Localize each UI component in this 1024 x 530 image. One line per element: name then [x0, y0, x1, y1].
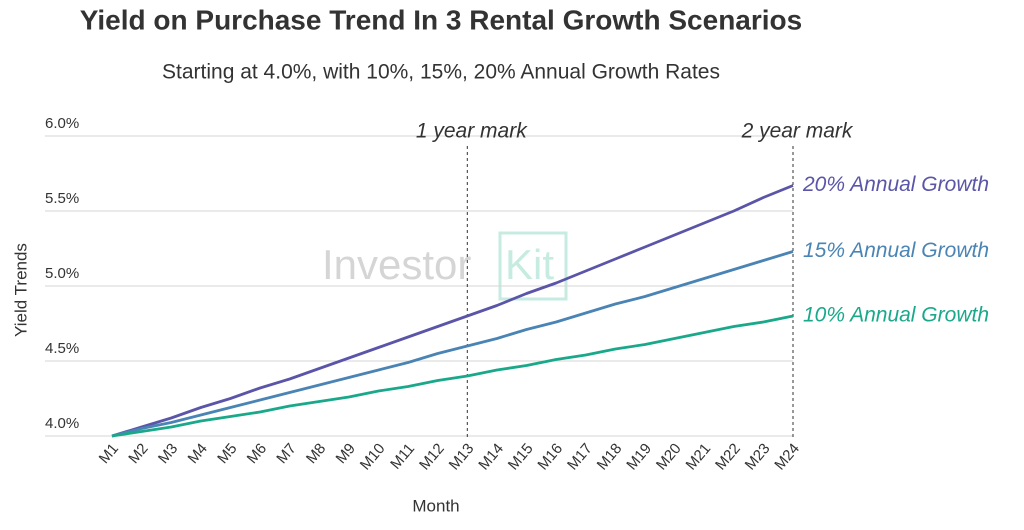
x-tick-label: M16: [534, 440, 566, 473]
series-label: 15% Annual Growth: [803, 239, 989, 262]
y-tick-label: 4.0%: [45, 415, 79, 432]
y-tick-label: 5.5%: [45, 190, 79, 207]
series-label: 10% Annual Growth: [803, 304, 989, 327]
x-tick-label: M19: [623, 440, 655, 473]
series-label: 20% Annual Growth: [802, 173, 989, 196]
x-tick-label: M13: [446, 440, 478, 473]
x-tick-label: M6: [244, 440, 270, 467]
watermark-box: [498, 231, 568, 301]
x-tick-label: M24: [771, 440, 803, 473]
x-tick-label: M15: [505, 440, 537, 473]
x-tick-label: M20: [653, 440, 685, 473]
annotation-text: 2 year mark: [741, 120, 854, 143]
annotation-text: 1 year mark: [416, 120, 528, 143]
series-line: [111, 250, 794, 438]
x-tick-label: M23: [742, 440, 774, 473]
x-tick-label: M14: [475, 440, 507, 473]
watermark-text: Investor: [322, 241, 471, 288]
chart-title: Yield on Purchase Trend In 3 Rental Grow…: [80, 4, 802, 35]
x-tick-label: M4: [185, 440, 211, 467]
x-tick-label: M11: [387, 440, 418, 472]
watermark-text: Kit: [505, 241, 554, 288]
y-tick-label: 5.0%: [45, 265, 79, 282]
x-tick-label: M12: [416, 440, 448, 473]
chart-subtitle: Starting at 4.0%, with 10%, 15%, 20% Ann…: [162, 61, 720, 84]
y-tick-label: 6.0%: [45, 115, 79, 132]
watermark: Investor Kit: [322, 231, 568, 301]
y-tick-label: 4.5%: [45, 340, 79, 357]
x-tick-label: M9: [333, 440, 359, 467]
x-tick-label: M7: [273, 440, 299, 467]
x-tick-label: M10: [357, 440, 389, 473]
x-axis-title: Month: [412, 496, 459, 515]
x-tick-label: M1: [96, 440, 122, 467]
x-tick-label: M3: [155, 440, 181, 467]
x-tick-label: M17: [564, 440, 596, 473]
x-tick-label: M22: [712, 440, 744, 473]
series-line: [111, 184, 794, 438]
series-line: [111, 314, 794, 438]
x-tick-label: M2: [125, 440, 151, 467]
x-tick-label: M8: [303, 440, 329, 467]
x-tick-label: M21: [682, 440, 714, 473]
x-tick-label: M18: [594, 440, 626, 473]
y-axis-title: Yield Trends: [11, 243, 30, 337]
x-tick-label: M5: [214, 440, 240, 467]
